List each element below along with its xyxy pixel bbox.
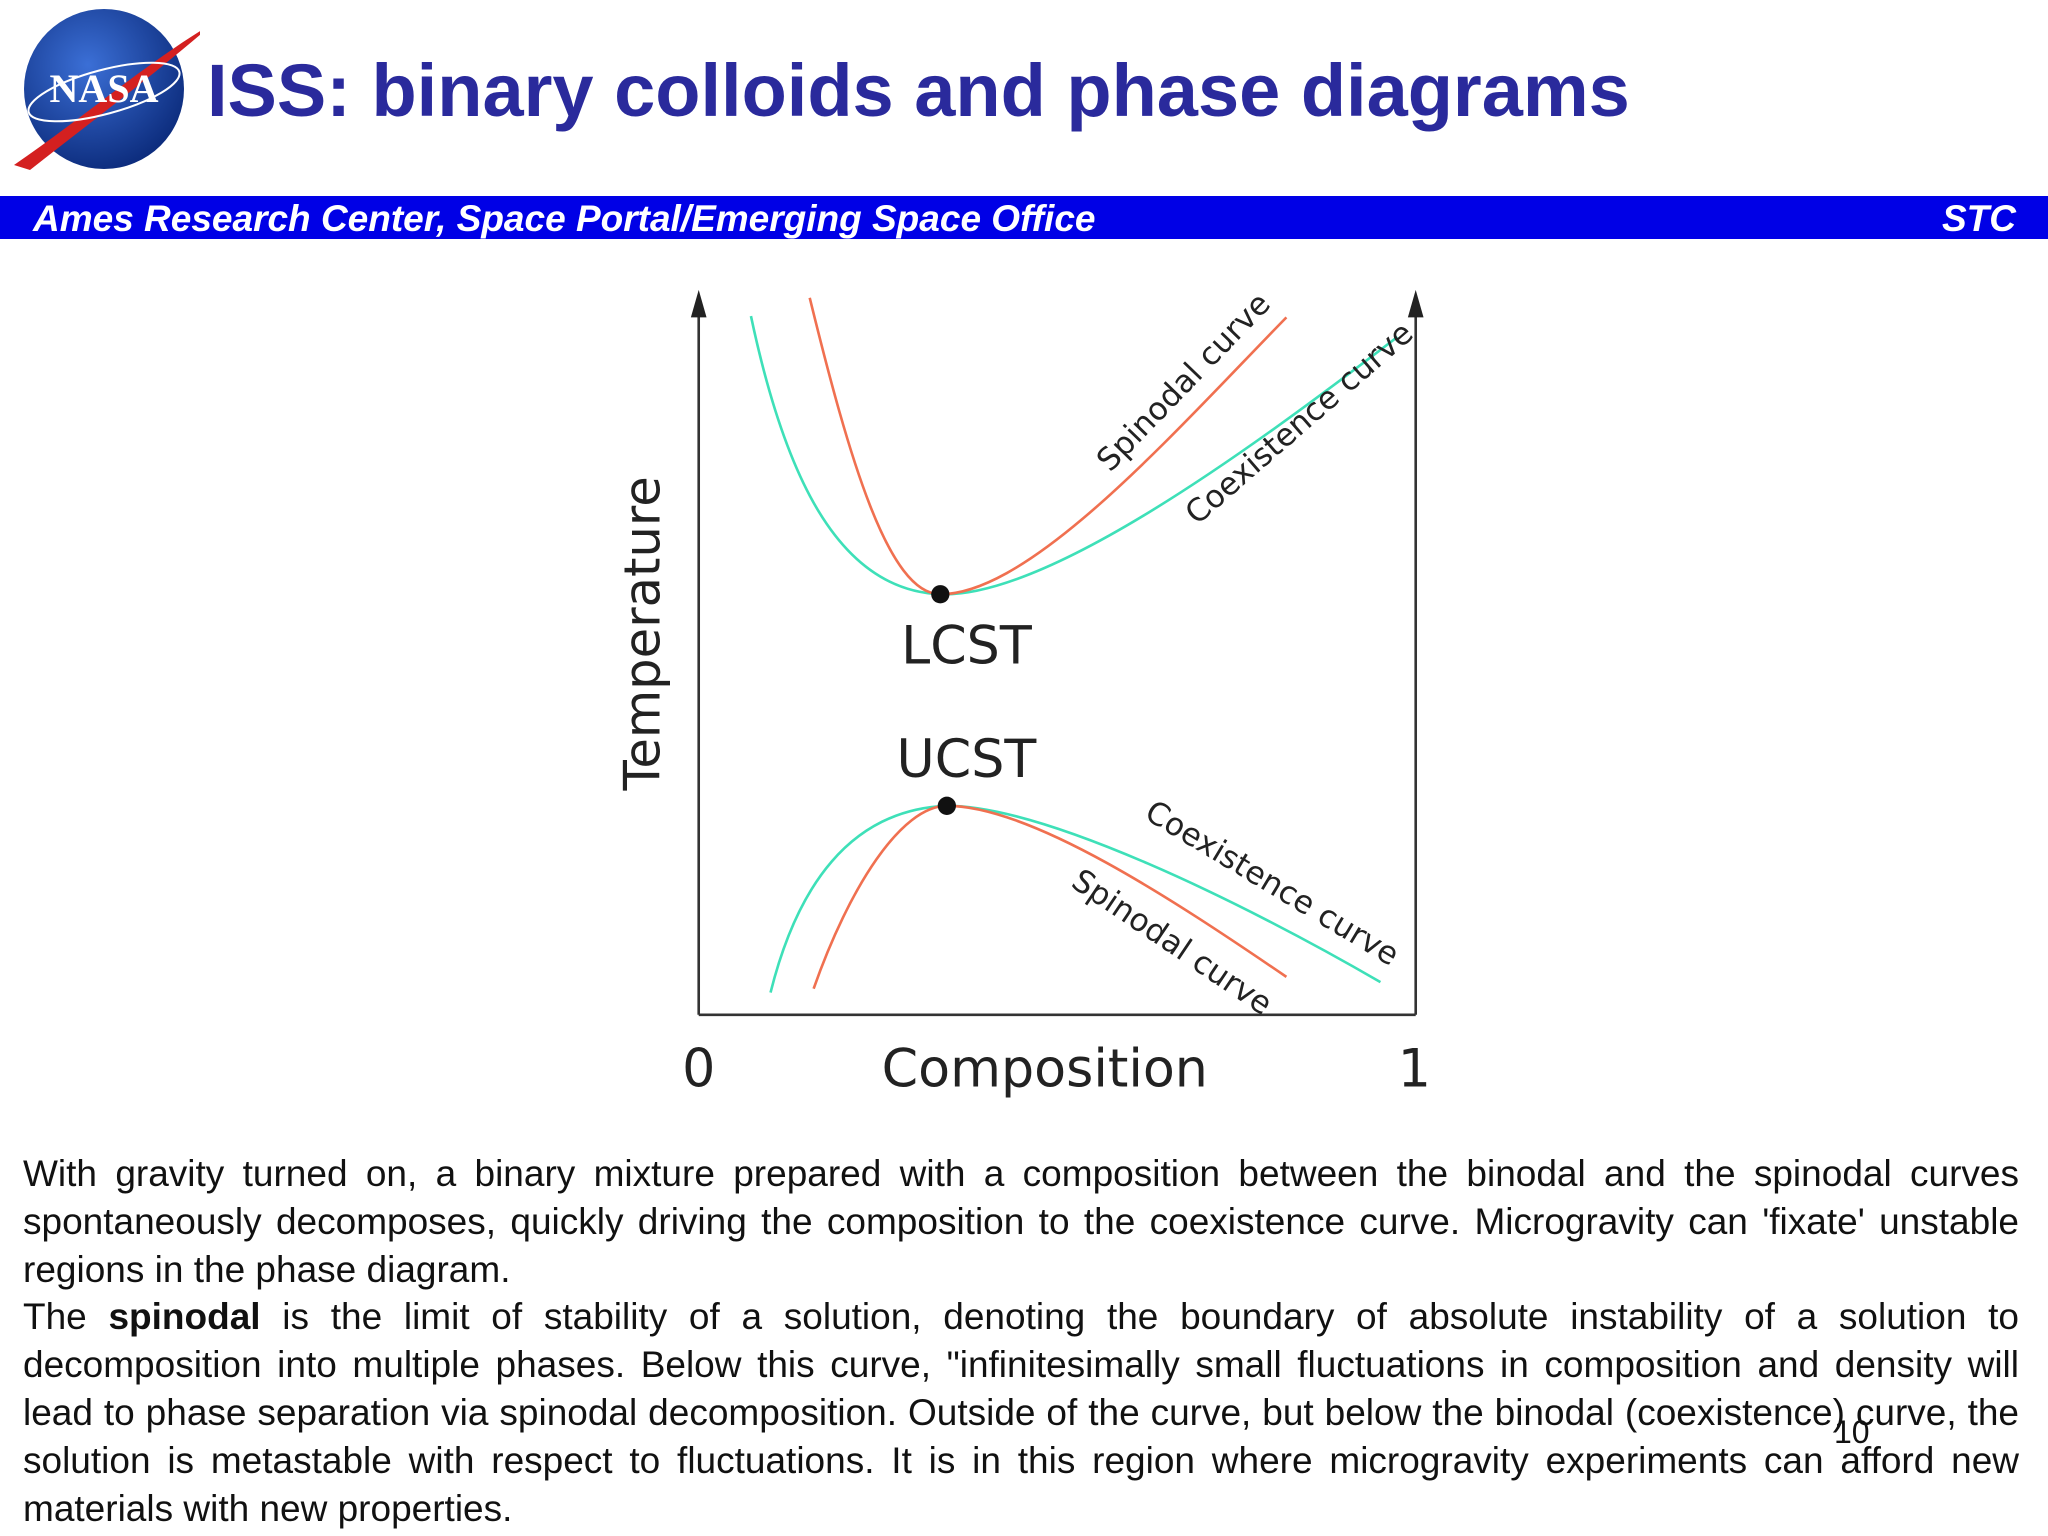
banner-left: Ames Research Center, Space Portal/Emerg…: [33, 198, 1096, 239]
ucst-point: [937, 796, 956, 815]
body-text: With gravity turned on, a binary mixture…: [23, 1150, 2019, 1532]
lcst-point: [931, 585, 950, 604]
bold-term: spinodal: [108, 1296, 261, 1338]
lower-spinodal-curve: [812, 804, 1288, 990]
arrow: [690, 289, 707, 318]
text: The: [23, 1296, 109, 1338]
text: is the limit of stability of a solution,…: [23, 1296, 2019, 1529]
ucst-label: UCST: [897, 730, 1038, 790]
logo-text: NASA: [50, 66, 159, 111]
banner-right: STC: [1942, 198, 2016, 239]
paragraph: The spinodal is the limit of stability o…: [23, 1293, 2019, 1532]
lcst-label: LCST: [901, 616, 1033, 676]
slide-title: ISS: binary colloids and phase diagrams: [207, 49, 1630, 132]
phase-diagram: LCST UCST Temperature Composition 0 1 Sp…: [614, 286, 1431, 1100]
x-max-label: 1: [1398, 1040, 1431, 1100]
text: With gravity turned on, a binary mixture…: [23, 1153, 2019, 1290]
nasa-logo: NASA: [14, 9, 200, 170]
x-axis-label: Composition: [882, 1040, 1208, 1100]
banner: Ames Research Center, Space Portal/Emerg…: [0, 196, 2048, 239]
upper-coexistence-curve: [749, 315, 1399, 596]
y-axis-label: Temperature: [614, 476, 672, 791]
page-number: 10: [1834, 1414, 1870, 1450]
paragraph: With gravity turned on, a binary mixture…: [23, 1150, 2019, 1293]
x-min-label: 0: [682, 1040, 715, 1100]
arrow: [1407, 289, 1424, 318]
